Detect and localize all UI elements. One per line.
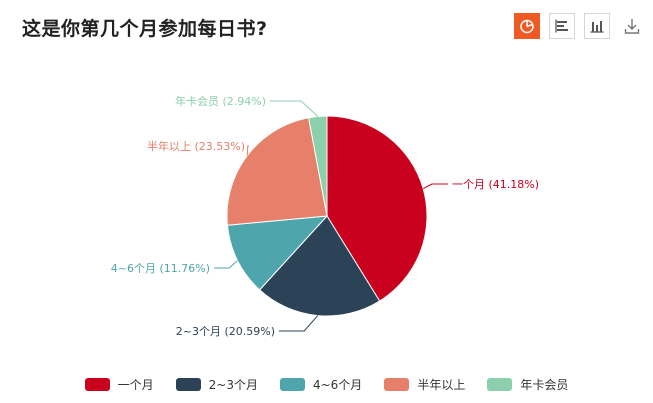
horizontal-bar-button[interactable]: [549, 13, 575, 39]
legend-swatch: [279, 378, 305, 391]
legend-item[interactable]: 一个月: [84, 376, 154, 393]
vertical-bar-icon: [590, 21, 604, 33]
legend-label: 2~3个月: [208, 378, 258, 392]
legend-label: 4~6个月: [312, 378, 363, 392]
pie-slice[interactable]: [258, 215, 381, 317]
download-button[interactable]: [619, 13, 645, 39]
download-icon: [624, 19, 640, 34]
chart-toolbar: [514, 13, 653, 39]
horizontal-bar-icon: [555, 19, 568, 33]
pie-chart-button[interactable]: [514, 13, 540, 39]
chart-legend: 一个月 2~3个月 4~6个月 半年以上 年卡会员: [0, 376, 653, 393]
slice-label: 半年以上 (23.53%): [147, 139, 245, 153]
vertical-bar-button[interactable]: [584, 13, 610, 39]
legend-label: 年卡会员: [520, 378, 569, 392]
chart-title: 这是你第几个月参加每日书?: [22, 18, 268, 40]
legend-item[interactable]: 半年以上: [384, 376, 465, 393]
slice-label: 年卡会员 (2.94%): [175, 94, 266, 108]
legend-swatch: [84, 378, 110, 391]
label-leader-line: [270, 100, 319, 117]
legend-item[interactable]: 年卡会员: [487, 376, 568, 393]
pie-slice[interactable]: [226, 117, 328, 226]
slice-label: 4~6个月 (11.76%): [111, 262, 210, 275]
legend-item[interactable]: 4~6个月: [279, 376, 363, 393]
label-leader-line: [214, 260, 238, 269]
label-leader-line: [246, 145, 249, 156]
legend-swatch: [487, 378, 513, 391]
label-leader-line: [279, 315, 319, 332]
pie-slice[interactable]: [326, 115, 428, 302]
pie-chart: 一个月 (41.18%) 2~3个月 (20.59%) 4~6个月 (11.76%)…: [111, 94, 539, 338]
pie-chart-icon: [520, 19, 534, 34]
slice-label: 2~3个月 (20.59%): [176, 325, 275, 338]
legend-item[interactable]: 2~3个月: [175, 376, 258, 393]
label-leader-line: [422, 183, 448, 190]
slice-label: 一个月 (41.18%): [452, 178, 539, 191]
legend-label: 半年以上: [417, 378, 466, 392]
legend-swatch: [175, 378, 201, 391]
legend-swatch: [384, 378, 410, 391]
legend-label: 一个月: [117, 378, 154, 392]
pie-slice[interactable]: [226, 215, 329, 291]
